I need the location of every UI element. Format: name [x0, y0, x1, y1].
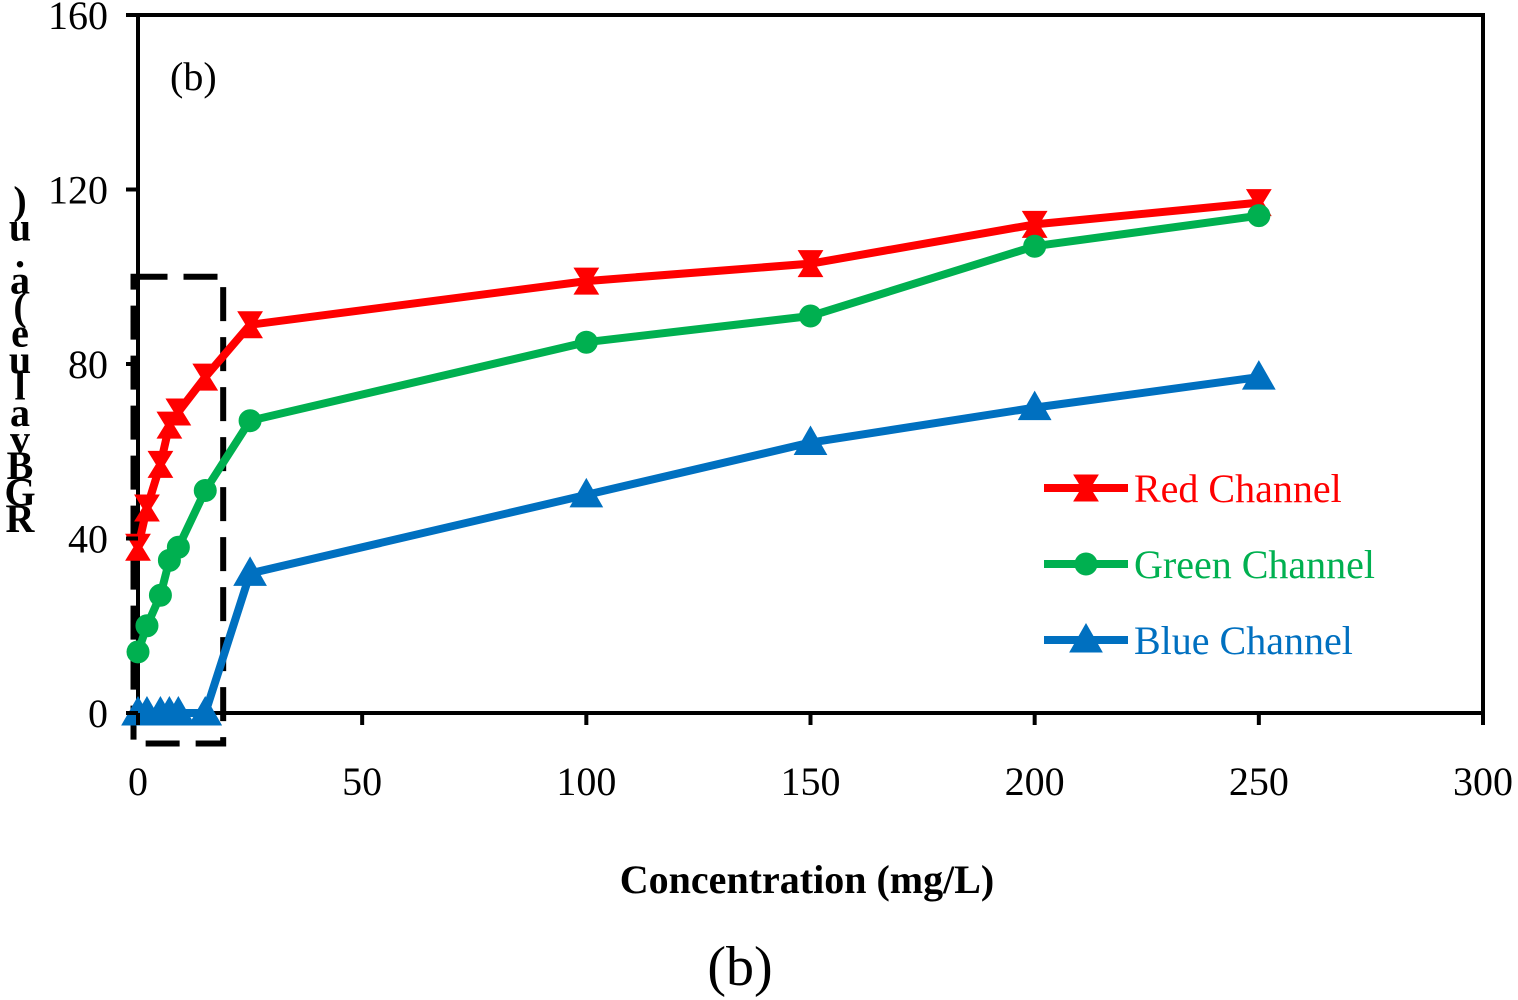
y-axis-label-glyph: a: [10, 258, 30, 303]
y-axis-label-glyph: .: [15, 231, 25, 276]
legend-label: Red Channel: [1134, 466, 1342, 511]
x-tick-label: 50: [342, 759, 382, 804]
y-axis-label-glyph: a: [10, 390, 30, 435]
legend-item-green-channel: Green Channel: [1044, 542, 1375, 587]
green-channel-point: [135, 614, 159, 638]
legend-item-red-channel: Red Channel: [1044, 466, 1342, 511]
legend-item-blue-channel: Blue Channel: [1044, 618, 1353, 663]
green-channel-point: [166, 535, 190, 559]
legend-marker: [1073, 474, 1099, 502]
red-channel-point: [165, 398, 192, 426]
green-channel-point: [1023, 234, 1047, 258]
red-channel-point: [797, 250, 824, 278]
green-channel-point: [799, 304, 822, 328]
y-axis-label-glyph: l: [14, 364, 25, 409]
series-blue-channel: [121, 360, 1276, 726]
legend-label: Blue Channel: [1134, 618, 1353, 663]
legend: Red Channel Green Channel Blue Channel: [1044, 466, 1375, 663]
series-red-channel: [125, 189, 1272, 561]
y-tick-label: 120: [48, 168, 108, 213]
y-axis-label-glyph: B: [7, 443, 34, 488]
x-axis-label: Concentration (mg/L): [620, 857, 994, 902]
plot-area-frame: [136, 13, 1485, 715]
dashed-highlight-box: [130, 273, 227, 747]
y-axis-label-glyph: (: [13, 284, 26, 329]
green-channel-point: [1247, 204, 1271, 228]
blue-channel-line: [138, 373, 1260, 717]
x-tick-label: 300: [1453, 759, 1513, 804]
y-axis-label-glyph: u: [9, 337, 31, 382]
green-channel-point: [148, 583, 172, 607]
legend-marker: [1074, 552, 1098, 576]
blue-channel-point: [188, 695, 223, 726]
red-channel-point: [192, 363, 219, 391]
red-channel-point: [134, 494, 160, 522]
green-channel-point: [126, 640, 150, 664]
green-channel-point: [238, 409, 262, 433]
y-axis-label-glyph: ): [13, 178, 26, 223]
blue-channel-point: [793, 425, 828, 456]
x-tick-label: 150: [781, 759, 841, 804]
red-channel-point: [237, 311, 263, 339]
x-tick-label: 100: [556, 759, 616, 804]
legend-label: Green Channel: [1134, 542, 1375, 587]
green-channel-line: [134, 211, 1260, 654]
y-axis-label-glyph: u: [9, 205, 31, 250]
y-axis-label-glyph: G: [4, 470, 35, 515]
legend-marker: [1069, 622, 1103, 653]
y-axis-label-glyph: R: [6, 496, 36, 541]
x-tick-label: 250: [1229, 759, 1289, 804]
blue-channel-point: [161, 695, 196, 726]
red-channel-point: [147, 450, 174, 478]
x-tick-label: 200: [1005, 759, 1065, 804]
y-tick-label: 40: [68, 517, 108, 562]
series-green-channel: [126, 204, 1271, 664]
y-axis-label-glyph: e: [11, 311, 29, 356]
blue-channel-point: [1241, 360, 1276, 390]
blue-channel-point: [569, 477, 604, 508]
figure-caption: (b): [707, 936, 772, 998]
red-channel-point: [1021, 210, 1048, 238]
red-channel-point: [573, 267, 600, 295]
panel-label: (b): [170, 54, 217, 99]
y-axis-label-glyph: v: [10, 417, 30, 462]
blue-channel-point: [1017, 390, 1052, 421]
green-channel-point: [193, 479, 217, 503]
red-channel-point: [125, 533, 151, 561]
y-tick-label: 80: [68, 342, 108, 387]
green-channel-point: [574, 330, 598, 354]
y-tick-label: 160: [48, 0, 108, 38]
y-tick-label: 0: [88, 691, 108, 736]
x-tick-label: 0: [128, 759, 148, 804]
blue-channel-point: [233, 556, 267, 586]
